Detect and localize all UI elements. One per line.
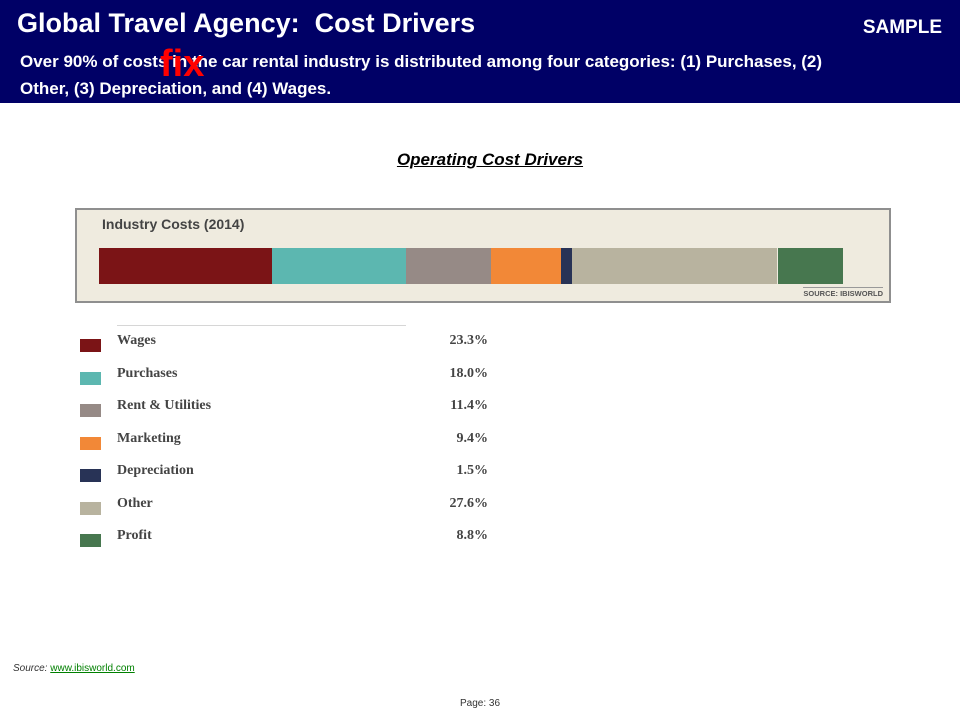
legend-swatch xyxy=(80,339,101,352)
legend-item: Profit 8.8% xyxy=(80,528,500,548)
legend-value: 27.6% xyxy=(449,495,489,511)
legend-swatch xyxy=(80,469,101,482)
legend-value: 9.4% xyxy=(456,430,489,446)
sample-label: SAMPLE xyxy=(862,17,942,38)
legend-label: Marketing xyxy=(117,430,181,446)
header-banner: Global Travel Agency: Cost Drivers SAMPL… xyxy=(0,0,960,103)
fix-stamp: fix xyxy=(160,43,205,85)
legend-label: Wages xyxy=(117,333,156,348)
legend-label: Other xyxy=(117,495,153,511)
legend-value: 1.5% xyxy=(456,463,489,478)
legend-label: Depreciation xyxy=(117,463,194,478)
bar-segment-marketing xyxy=(491,248,561,284)
legend-divider xyxy=(117,325,406,326)
legend-swatch xyxy=(80,534,101,547)
legend-swatch xyxy=(80,371,101,385)
legend-value: 8.8% xyxy=(456,528,489,543)
legend-item: Purchases 18.0% xyxy=(80,366,500,386)
legend-label: Purchases xyxy=(117,365,178,381)
legend-value: 18.0% xyxy=(449,365,489,381)
legend-label: Rent & Utilities xyxy=(117,398,212,413)
legend-value: 23.3% xyxy=(449,333,489,348)
bar-segment-purchases xyxy=(272,248,407,284)
legend-value: 11.4% xyxy=(450,398,488,413)
page-subtitle: Over 90% of costs in the car rental indu… xyxy=(20,52,823,98)
chart-title: Industry Costs (2014) xyxy=(102,216,245,232)
legend-item: Wages 23.3% xyxy=(80,333,500,353)
source-link[interactable]: www.ibisworld.com xyxy=(50,663,135,674)
legend-swatch xyxy=(80,501,101,515)
page-title: Global Travel Agency: Cost Drivers xyxy=(17,8,476,38)
chart-source-note: SOURCE: IBISWORLD xyxy=(803,287,883,298)
legend-swatch xyxy=(80,404,101,417)
bar-segment-depreciation xyxy=(561,248,573,284)
section-title: Operating Cost Drivers xyxy=(396,150,584,169)
bar-segment-other xyxy=(572,248,778,284)
page-number: Page: 36 xyxy=(459,698,501,709)
stacked-bar xyxy=(99,248,843,284)
legend-item: Rent & Utilities 11.4% xyxy=(80,398,500,418)
legend-item: Marketing 9.4% xyxy=(80,431,500,451)
source-note: Source: www.ibisworld.com xyxy=(13,663,135,674)
legend-item: Other 27.6% xyxy=(80,496,500,516)
legend-item: Depreciation 1.5% xyxy=(80,463,500,483)
legend-label: Profit xyxy=(117,528,152,543)
industry-costs-panel: Industry Costs (2014) SOURCE: IBISWORLD xyxy=(75,208,891,303)
source-label: Source: xyxy=(13,663,51,674)
bar-segment-wages xyxy=(99,248,273,284)
legend-swatch xyxy=(80,436,101,450)
bar-segment-rent-utilities xyxy=(406,248,492,284)
bar-segment-profit xyxy=(777,248,843,284)
